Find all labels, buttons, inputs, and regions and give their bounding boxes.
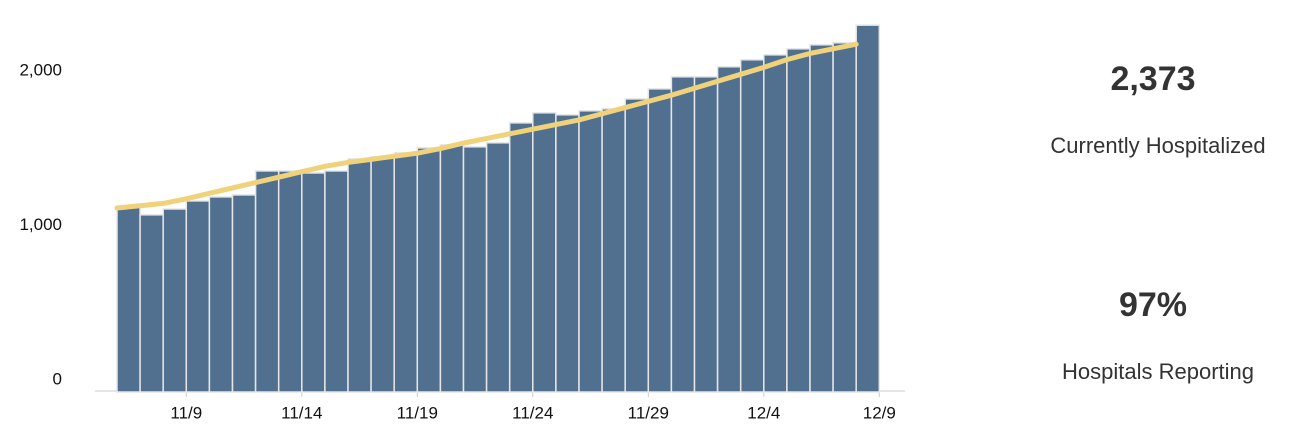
bar xyxy=(485,142,511,393)
x-tick-label: 11/29 xyxy=(628,403,669,422)
bar xyxy=(208,196,234,393)
bar xyxy=(347,158,372,393)
bar xyxy=(763,54,788,393)
x-tick-label: 11/24 xyxy=(512,403,553,422)
bar xyxy=(439,144,465,393)
bar xyxy=(185,200,211,393)
bar xyxy=(254,170,280,393)
x-tick-label: 11/9 xyxy=(170,403,202,422)
y-tick-label: 1,000 xyxy=(19,215,62,234)
bar xyxy=(416,147,442,393)
bar xyxy=(809,44,834,393)
bar xyxy=(116,206,141,393)
bar xyxy=(231,194,257,393)
bar xyxy=(277,170,303,393)
bar xyxy=(508,122,534,393)
x-tick-label: 12/4 xyxy=(747,403,780,422)
bar xyxy=(324,170,349,393)
y-tick-label: 2,000 xyxy=(19,60,62,79)
bar xyxy=(624,98,650,393)
x-tick-label: 11/14 xyxy=(281,403,322,422)
bar xyxy=(370,156,395,393)
bar xyxy=(139,214,164,393)
stat-label: Hospitals Reporting xyxy=(1062,359,1254,384)
bar xyxy=(716,66,742,393)
bar xyxy=(578,110,603,393)
x-tick-label: 12/9 xyxy=(863,403,896,422)
y-tick-label: 0 xyxy=(53,369,62,388)
bar xyxy=(555,114,580,393)
bar xyxy=(162,208,188,393)
x-tick-label: 11/19 xyxy=(397,403,438,422)
bar xyxy=(601,108,626,393)
bar xyxy=(301,172,326,393)
bar xyxy=(832,42,857,393)
stat-value: 2,373 xyxy=(1110,60,1195,98)
bar xyxy=(786,48,811,393)
bar xyxy=(739,59,765,393)
bar xyxy=(647,88,673,393)
bar xyxy=(855,24,881,393)
bar xyxy=(670,76,696,393)
bar xyxy=(462,146,488,393)
bar xyxy=(532,112,557,393)
bar xyxy=(393,152,419,393)
stat-label: Currently Hospitalized xyxy=(1050,133,1265,158)
line xyxy=(114,41,859,211)
stat-value: 97% xyxy=(1119,286,1187,324)
bar xyxy=(693,76,719,393)
